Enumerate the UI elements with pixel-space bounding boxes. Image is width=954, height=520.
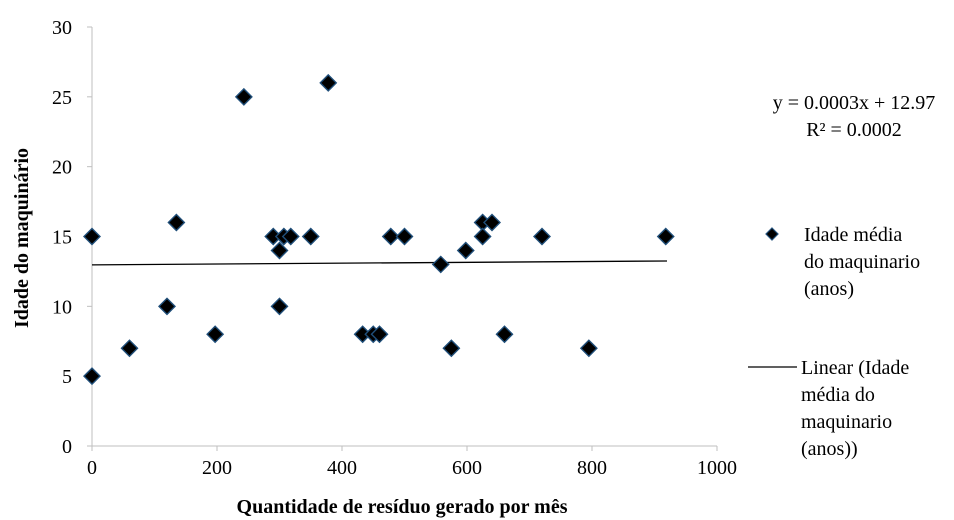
legend-series-entry: Idade média do maquinario (anos) bbox=[766, 224, 920, 300]
legend-trend-text-line: Linear (Idade bbox=[801, 357, 909, 379]
y-tick-label: 10 bbox=[52, 296, 72, 318]
y-tick-label: 20 bbox=[52, 157, 72, 179]
data-point bbox=[475, 229, 491, 245]
trend-line bbox=[92, 261, 667, 265]
data-point bbox=[84, 229, 100, 245]
data-point bbox=[272, 242, 288, 258]
data-point bbox=[433, 256, 449, 272]
data-point bbox=[658, 229, 674, 245]
data-point bbox=[84, 368, 100, 384]
x-tick-labels: 0 200 400 600 800 1000 bbox=[87, 446, 737, 479]
trend-equation: y = 0.0003x + 12.97 bbox=[773, 92, 936, 114]
data-point bbox=[236, 89, 252, 105]
y-tick-label: 15 bbox=[52, 227, 72, 249]
x-axis-title: Quantidade de resíduo gerado por mês bbox=[237, 496, 568, 518]
data-point bbox=[397, 229, 413, 245]
data-point bbox=[168, 215, 184, 231]
y-tick-label: 5 bbox=[62, 366, 72, 388]
y-tick-label: 25 bbox=[52, 87, 72, 109]
legend-series-label: Idade média do maquinario (anos) bbox=[804, 224, 920, 300]
data-point bbox=[207, 326, 223, 342]
x-tick-label: 600 bbox=[452, 457, 482, 479]
legend-series-text-line: Idade média bbox=[804, 224, 902, 246]
data-point bbox=[497, 326, 513, 342]
legend-series-text-line: (anos) bbox=[804, 278, 854, 300]
x-tick-label: 400 bbox=[327, 457, 357, 479]
data-point bbox=[303, 229, 319, 245]
y-tick-label: 0 bbox=[62, 436, 72, 458]
x-tick-label: 1000 bbox=[697, 457, 737, 479]
data-points bbox=[84, 75, 674, 384]
legend-series-text-line: do maquinario bbox=[804, 251, 920, 273]
x-tick-label: 0 bbox=[87, 457, 97, 479]
legend-trend-entry: Linear (Idade média do maquinario (anos)) bbox=[748, 357, 909, 460]
x-tick-label: 200 bbox=[202, 457, 232, 479]
data-point bbox=[443, 340, 459, 356]
data-point bbox=[458, 242, 474, 258]
legend-trend-label: Linear (Idade média do maquinario (anos)) bbox=[801, 357, 909, 460]
trend-r-squared: R² = 0.0002 bbox=[806, 119, 902, 141]
data-point bbox=[159, 298, 175, 314]
y-axis-title: Idade do maquinário bbox=[11, 148, 33, 328]
legend-diamond-marker bbox=[766, 228, 778, 240]
data-point bbox=[534, 229, 550, 245]
data-point bbox=[484, 215, 500, 231]
data-point bbox=[122, 340, 138, 356]
data-point bbox=[581, 340, 597, 356]
legend: Idade média do maquinario (anos) Linear (I… bbox=[748, 224, 920, 460]
legend-trend-text-line: média do bbox=[801, 384, 875, 406]
x-tick-label: 800 bbox=[577, 457, 607, 479]
legend-trend-text-line: maquinario bbox=[801, 411, 892, 433]
legend-trend-text-line: (anos)) bbox=[801, 438, 858, 460]
data-point bbox=[320, 75, 336, 91]
y-tick-label: 30 bbox=[52, 17, 72, 39]
data-point bbox=[272, 298, 288, 314]
